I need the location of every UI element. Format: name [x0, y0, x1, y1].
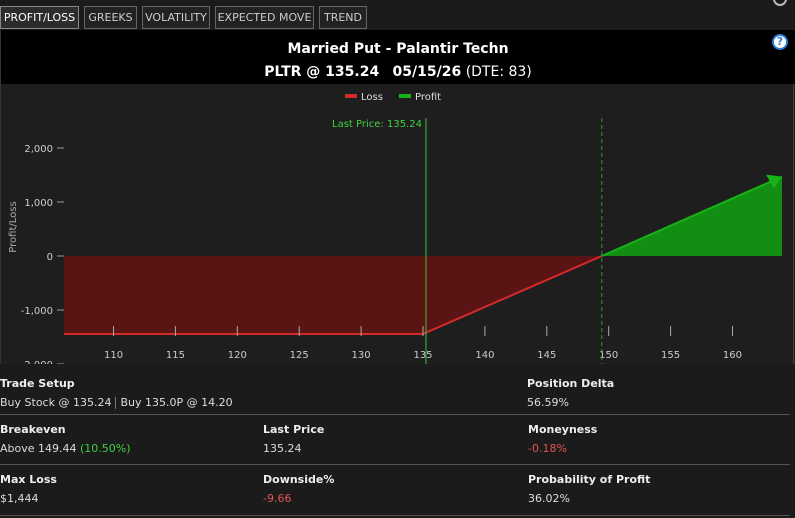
profit-arrow: [766, 174, 782, 189]
tab-expected-move[interactable]: EXPECTED MOVE: [215, 6, 314, 29]
chart-panel: Married Put - Palantir Techn PLTR @ 135.…: [0, 30, 795, 364]
chart-series: [64, 174, 783, 335]
pop-value: 36.02%: [528, 492, 570, 505]
position-delta: Position Delta 56.59%: [527, 377, 614, 409]
downside-value: -9.66: [263, 492, 292, 505]
tab-greeks[interactable]: GREEKS: [84, 6, 137, 29]
question-circle-icon[interactable]: ?: [772, 34, 788, 50]
trade-setup-stock: Buy Stock @ 135.24: [0, 396, 112, 409]
y-tick-label: 2,000: [24, 144, 53, 155]
last-price-value: 135.24: [263, 442, 302, 455]
breakeven-value: Above 149.44 (10.50%): [0, 442, 131, 455]
loss-area: [64, 256, 602, 334]
y-tick-label: -2,000: [21, 360, 53, 364]
ticker-price: PLTR @ 135.24: [264, 64, 380, 80]
chart-header: Married Put - Palantir Techn PLTR @ 135.…: [1, 30, 795, 84]
breakeven: Breakeven Above 149.44 (10.50%): [0, 423, 131, 455]
x-tick-label: 135: [413, 350, 432, 361]
position-delta-label: Position Delta: [527, 377, 615, 390]
moneyness-value: -0.18%: [528, 442, 567, 455]
trade-setup-put: Buy 135.0P @ 14.20: [120, 396, 233, 409]
tab-bar: PROFIT/LOSS GREEKS VOLATILITY EXPECTED M…: [0, 0, 795, 30]
last-price: Last Price 135.24: [263, 423, 324, 455]
settings-icon[interactable]: [773, 0, 787, 6]
moneyness-label: Moneyness: [528, 423, 598, 436]
y-axis-label: Profit/Loss: [8, 201, 19, 252]
tab-trend[interactable]: TREND: [319, 6, 367, 29]
tab-volatility[interactable]: VOLATILITY: [142, 6, 210, 29]
stats-row-1: Trade Setup Buy Stock @ 135.24 Buy 135.0P…: [0, 368, 790, 415]
x-tick-label: 160: [723, 350, 742, 361]
profit-loss-chart: Loss Profit Profit/Loss 2,000 1,000 0 -1,000…: [8, 92, 783, 364]
stats-panel: Trade Setup Buy Stock @ 135.24 Buy 135.0P…: [0, 368, 795, 518]
x-tick-label: 145: [537, 350, 556, 361]
trade-setup-value: Buy Stock @ 135.24 Buy 135.0P @ 14.20: [0, 396, 233, 409]
x-tick-label: 155: [661, 350, 680, 361]
y-tick-label: 0: [47, 252, 53, 263]
x-tick-label: 120: [228, 350, 247, 361]
probability-of-profit: Probability of Profit 36.02%: [528, 473, 650, 505]
last-price-label: Last Price: 135.24: [332, 119, 422, 130]
position-delta-value: 56.59%: [527, 396, 569, 409]
downside-label: Downside%: [263, 473, 335, 486]
moneyness: Moneyness -0.18%: [528, 423, 597, 455]
stats-row-3: Max Loss $1,444 Downside% -9.66 Probabil…: [0, 465, 790, 516]
x-tick-label: 110: [104, 350, 123, 361]
tab-profit-loss[interactable]: PROFIT/LOSS: [0, 6, 79, 29]
x-tick-label: 150: [599, 350, 618, 361]
max-loss-label: Max Loss: [0, 473, 57, 486]
profit-line: [601, 175, 783, 257]
legend-label: Profit: [415, 92, 441, 103]
legend-swatch: [399, 94, 411, 98]
legend-label: Loss: [361, 92, 383, 103]
x-tick-label: 125: [290, 350, 309, 361]
last-price-label: Last Price: [263, 423, 325, 436]
y-tick-label: -1,000: [21, 306, 53, 317]
x-axis: 110 115 120 125 130 135 140 145 150 155 160: [104, 326, 742, 361]
trade-setup: Trade Setup Buy Stock @ 135.24 Buy 135.0P…: [0, 377, 233, 409]
x-tick-label: 115: [166, 350, 185, 361]
y-axis-ticks: 2,000 1,000 0 -1,000 -2,000: [21, 144, 64, 364]
max-loss-value: $1,444: [0, 492, 39, 505]
x-tick-label: 130: [352, 350, 371, 361]
divider: [115, 397, 117, 409]
trade-setup-label: Trade Setup: [0, 377, 75, 390]
chart-markers: Last Price: 135.24: [332, 118, 603, 364]
legend-swatch: [345, 94, 357, 98]
max-loss: Max Loss $1,444: [0, 473, 57, 505]
expiry-date: 05/15/26: [392, 64, 462, 80]
x-tick-label: 140: [475, 350, 494, 361]
dte: (DTE: 83): [465, 64, 532, 80]
strategy-subtitle: PLTR @ 135.24 05/15/26 (DTE: 83): [1, 64, 795, 80]
strategy-title: Married Put - Palantir Techn: [287, 41, 509, 57]
breakeven-pct: (10.50%): [80, 442, 131, 455]
y-tick-label: 1,000: [24, 198, 53, 209]
downside: Downside% -9.66: [263, 473, 334, 505]
breakeven-label: Breakeven: [0, 423, 66, 436]
pop-label: Probability of Profit: [528, 473, 651, 486]
stats-row-2: Breakeven Above 149.44 (10.50%) Last Pri…: [0, 415, 790, 465]
breakeven-price: Above 149.44: [0, 442, 77, 455]
chart-legend: Loss Profit: [345, 92, 441, 103]
